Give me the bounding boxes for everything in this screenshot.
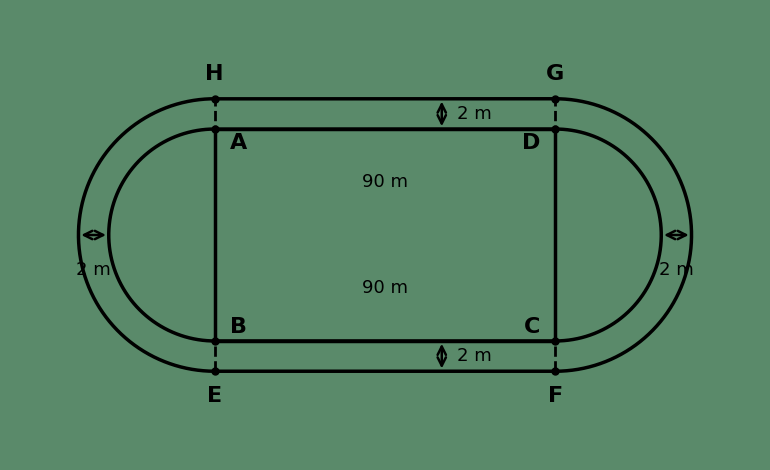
Text: 2 m: 2 m [76,261,111,280]
Text: H: H [206,63,224,84]
Text: A: A [229,133,247,153]
Polygon shape [79,99,691,371]
Text: 90 m: 90 m [362,279,408,297]
Text: F: F [547,386,563,407]
Text: 2 m: 2 m [457,105,492,123]
Text: 2 m: 2 m [659,261,694,280]
Text: E: E [207,386,223,407]
Text: G: G [546,63,564,84]
Text: 2 m: 2 m [457,347,492,365]
Text: B: B [229,317,247,337]
Text: 90 m: 90 m [362,173,408,191]
Text: C: C [524,317,541,337]
Text: D: D [522,133,541,153]
